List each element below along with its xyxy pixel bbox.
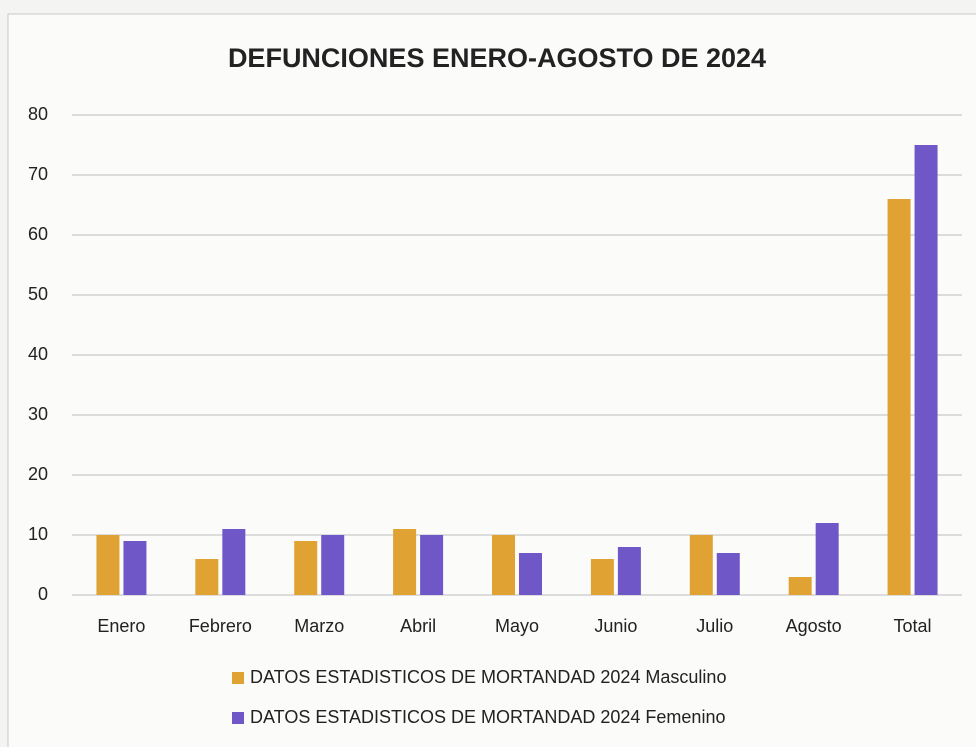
- x-tick-label: Abril: [400, 616, 436, 636]
- y-tick-label: 60: [28, 224, 48, 244]
- y-tick-label: 10: [28, 524, 48, 544]
- x-tick-label: Enero: [97, 616, 145, 636]
- bar: [222, 529, 246, 595]
- bar: [590, 559, 614, 595]
- bar: [716, 553, 740, 595]
- bar: [617, 547, 641, 595]
- x-tick-label: Total: [894, 616, 932, 636]
- x-tick-label: Julio: [696, 616, 733, 636]
- bar: [420, 535, 444, 595]
- bar: [393, 529, 417, 595]
- bar: [887, 199, 911, 595]
- bar: [815, 523, 839, 595]
- x-tick-label: Mayo: [495, 616, 539, 636]
- chart-frame: [7, 13, 976, 747]
- bar: [96, 535, 120, 595]
- bar: [492, 535, 515, 595]
- y-tick-label: 70: [28, 164, 48, 184]
- x-tick-label: Marzo: [294, 616, 344, 636]
- chart-title: DEFUNCIONES ENERO-AGOSTO DE 2024: [228, 43, 766, 73]
- x-tick-label: Agosto: [786, 616, 842, 636]
- bar: [914, 145, 938, 595]
- bar: [294, 541, 318, 595]
- x-tick-label: Febrero: [189, 616, 252, 636]
- y-tick-label: 0: [38, 584, 48, 604]
- y-tick-label: 50: [28, 284, 48, 304]
- x-tick-label: Junio: [594, 616, 637, 636]
- legend-label: DATOS ESTADISTICOS DE MORTANDAD 2024 Fem…: [250, 707, 725, 727]
- bar: [689, 535, 713, 595]
- y-tick-label: 20: [28, 464, 48, 484]
- y-tick-label: 40: [28, 344, 48, 364]
- bar: [519, 553, 542, 595]
- bar: [195, 559, 219, 595]
- y-tick-label: 80: [28, 104, 48, 124]
- bar: [123, 541, 147, 595]
- legend-swatch: [232, 712, 244, 724]
- bar: [321, 535, 345, 595]
- bar: [788, 577, 812, 595]
- legend-swatch: [232, 672, 244, 684]
- y-tick-label: 30: [28, 404, 48, 424]
- legend-label: DATOS ESTADISTICOS DE MORTANDAD 2024 Mas…: [250, 667, 726, 687]
